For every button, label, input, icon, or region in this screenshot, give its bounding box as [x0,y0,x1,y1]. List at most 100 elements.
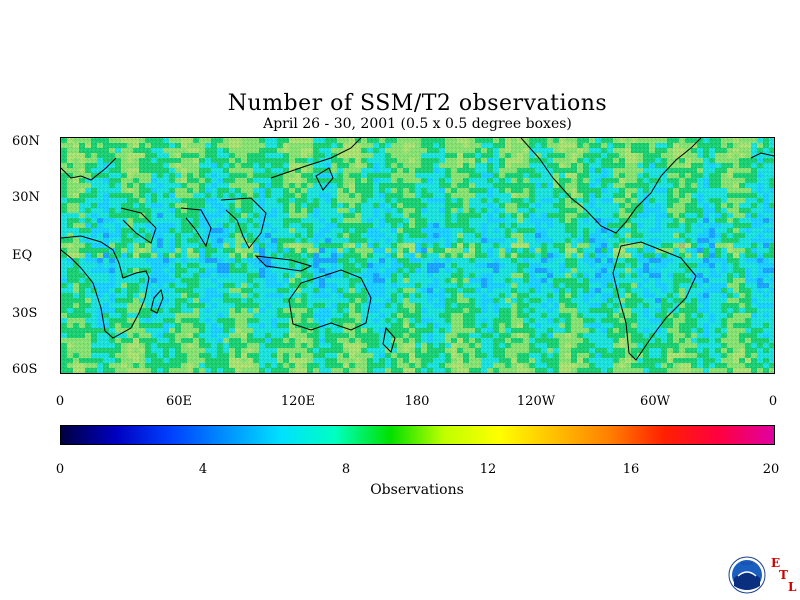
heatmap-cell [415,198,421,203]
heatmap-cell [739,248,745,253]
heatmap-cell [481,338,487,343]
heatmap-cell [547,303,553,308]
heatmap-cell [499,148,505,153]
heatmap-cell [613,258,619,263]
heatmap-cell [313,228,319,233]
heatmap-cell [571,148,577,153]
heatmap-cell [499,298,505,303]
heatmap-cell [511,258,517,263]
heatmap-cell [607,153,613,158]
heatmap-cell [409,273,415,278]
heatmap-cell [589,263,595,268]
heatmap-cell [103,173,109,178]
heatmap-cell [517,223,523,228]
heatmap-cell [727,313,733,318]
heatmap-cell [487,138,493,143]
heatmap-cell [241,158,247,163]
heatmap-cell [487,198,493,203]
heatmap-cell [169,308,175,313]
heatmap-cell [409,333,415,338]
heatmap-cell [61,273,67,278]
heatmap-cell [559,233,565,238]
heatmap-cell [685,333,691,338]
heatmap-cell [577,293,583,298]
heatmap-cell [505,163,511,168]
heatmap-cell [241,183,247,188]
heatmap-cell [85,338,91,343]
heatmap-cell [217,233,223,238]
heatmap-cell [391,243,397,248]
heatmap-cell [631,268,637,273]
heatmap-cell [757,243,763,248]
heatmap-cell [379,248,385,253]
heatmap-cell [679,273,685,278]
heatmap-cell [331,188,337,193]
heatmap-cell [511,148,517,153]
heatmap-cell [745,248,751,253]
heatmap-cell [685,208,691,213]
heatmap-cell [337,298,343,303]
heatmap-cell [541,238,547,243]
heatmap-cell [421,218,427,223]
heatmap-cell [565,218,571,223]
heatmap-cell [367,198,373,203]
heatmap-cell [583,213,589,218]
heatmap-cell [139,153,145,158]
heatmap-cell [265,173,271,178]
heatmap-cell [589,323,595,328]
heatmap-cell [157,253,163,258]
chart-title: Number of SSM/T2 observations [227,91,608,116]
heatmap-cell [385,238,391,243]
heatmap-cell [637,228,643,233]
heatmap-cell [535,328,541,333]
heatmap-cell [469,218,475,223]
heatmap-cell [703,303,709,308]
heatmap-cell [277,153,283,158]
heatmap-cell [127,188,133,193]
heatmap-cell [475,293,481,298]
heatmap-cell [745,148,751,153]
heatmap-cell [691,263,697,268]
heatmap-cell [487,273,493,278]
heatmap-cell [721,253,727,258]
heatmap-cell [271,148,277,153]
heatmap-cell [367,188,373,193]
heatmap-cell [181,313,187,318]
heatmap-cell [757,288,763,293]
heatmap-cell [79,168,85,173]
heatmap-cell [451,213,457,218]
heatmap-cell [373,168,379,173]
heatmap-cell [397,273,403,278]
heatmap-cell [175,273,181,278]
heatmap-cell [247,308,253,313]
heatmap-cell [301,173,307,178]
heatmap-cell [271,238,277,243]
heatmap-cell [409,228,415,233]
heatmap-cell [463,303,469,308]
heatmap-cell [739,213,745,218]
heatmap-cell [583,203,589,208]
heatmap-cell [295,278,301,283]
heatmap-cell [253,273,259,278]
heatmap-cell [631,288,637,293]
heatmap-cell [187,193,193,198]
heatmap-cell [349,323,355,328]
heatmap-cell [385,183,391,188]
heatmap-cell [643,253,649,258]
heatmap-cell [157,333,163,338]
heatmap-cell [721,168,727,173]
heatmap-cell [427,313,433,318]
heatmap-cell [133,283,139,288]
heatmap-cell [463,228,469,233]
heatmap-cell [769,248,774,253]
heatmap-cell [457,163,463,168]
heatmap-cell [271,248,277,253]
heatmap-cell [223,343,229,348]
heatmap-cell [457,178,463,183]
heatmap-cell [601,343,607,348]
heatmap-cell [85,213,91,218]
heatmap-cell [331,308,337,313]
heatmap-cell [319,248,325,253]
heatmap-cell [589,278,595,283]
heatmap-cell [199,163,205,168]
